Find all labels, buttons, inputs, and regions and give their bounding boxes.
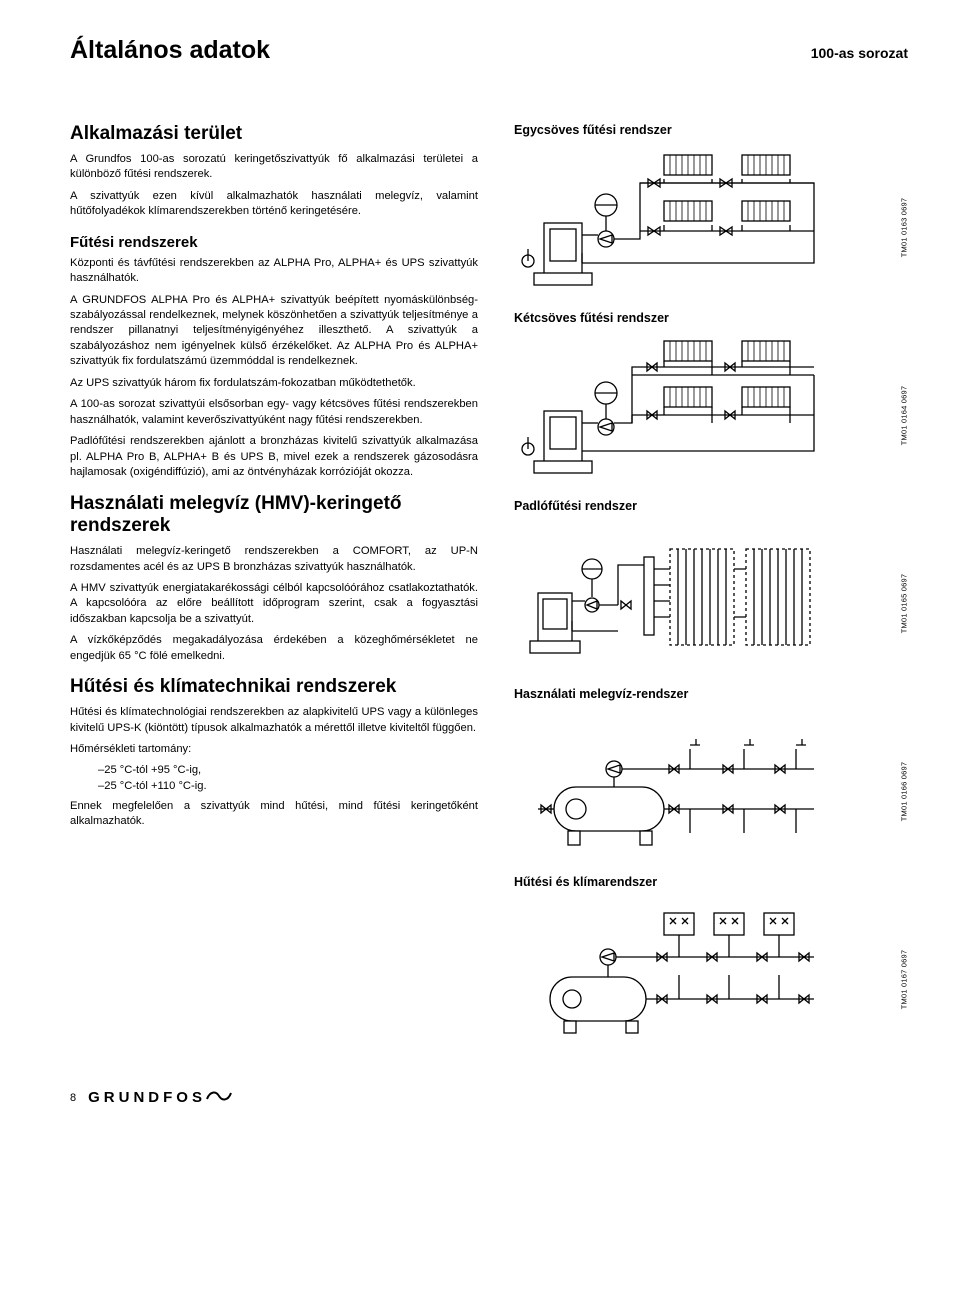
fig2-diagram: TM01 0164 0697 xyxy=(514,331,904,491)
li: –25 °C-tól +95 °C-ig, xyxy=(98,763,478,779)
fig5-title: Hűtési és klímarendszer xyxy=(514,875,904,889)
p: A HMV szivattyúk energiatakarékossági cé… xyxy=(70,581,478,627)
fig4-code: TM01 0166 0697 xyxy=(900,762,909,822)
brand-logo: GRUNDFOS xyxy=(88,1089,232,1107)
p: Használati melegvíz-keringető rendszerek… xyxy=(70,544,478,575)
right-column: Egycsöves fűtési rendszer xyxy=(514,123,904,1063)
fig3-diagram: TM01 0165 0697 xyxy=(514,519,904,679)
p: Központi és távfűtési rendszerekben az A… xyxy=(70,256,478,287)
li: –25 °C-tól +110 °C-ig. xyxy=(98,779,478,795)
fig1-diagram: TM01 0163 0697 xyxy=(514,143,904,303)
fig2-title: Kétcsöves fűtési rendszer xyxy=(514,311,904,325)
p: A Grundfos 100-as sorozatú keringetősziv… xyxy=(70,152,478,183)
brand-swirl-icon xyxy=(206,1089,232,1107)
sec-cooling-title: Hűtési és klímatechnikai rendszerek xyxy=(70,676,478,699)
fig5-diagram: TM01 0167 0697 xyxy=(514,895,904,1055)
p: Hűtési és klímatechnológiai rendszerekbe… xyxy=(70,705,478,736)
fig3-title: Padlófűtési rendszer xyxy=(514,499,904,513)
p: Ennek megfelelően a szivattyúk mind hűté… xyxy=(70,799,478,830)
left-column: Alkalmazási terület A Grundfos 100-as so… xyxy=(70,123,478,1063)
page-footer: 8 GRUNDFOS xyxy=(70,1089,908,1107)
brand-text: GRUNDFOS xyxy=(88,1089,206,1106)
fig5-code: TM01 0167 0697 xyxy=(900,950,909,1010)
series-label: 100-as sorozat xyxy=(811,45,908,61)
sec-heating-title: Fűtési rendszerek xyxy=(70,234,478,252)
sec-applications-title: Alkalmazási terület xyxy=(70,123,478,146)
p: Az UPS szivattyúk három fix fordulatszám… xyxy=(70,376,478,391)
p: A 100-as sorozat szivattyúi elsősorban e… xyxy=(70,397,478,428)
p: Hőmérsékleti tartomány: xyxy=(70,742,478,757)
fig4-title: Használati melegvíz-rendszer xyxy=(514,687,904,701)
fig1-code: TM01 0163 0697 xyxy=(900,198,909,258)
p: A GRUNDFOS ALPHA Pro és ALPHA+ szivattyú… xyxy=(70,293,478,370)
fig4-diagram: TM01 0166 0697 xyxy=(514,707,904,867)
fig3-code: TM01 0165 0697 xyxy=(900,574,909,634)
page-number: 8 xyxy=(70,1092,76,1104)
temp-range-list: –25 °C-tól +95 °C-ig, –25 °C-tól +110 °C… xyxy=(70,763,478,794)
fig1-title: Egycsöves fűtési rendszer xyxy=(514,123,904,137)
p: A szivattyúk ezen kívül alkalmazhatók ha… xyxy=(70,189,478,220)
p: Padlófűtési rendszerekben ajánlott a bro… xyxy=(70,434,478,480)
sec-hmv-title: Használati melegvíz (HMV)-keringető rend… xyxy=(70,493,478,539)
p: A vízkőképződés megakadályozása érdekébe… xyxy=(70,633,478,664)
fig2-code: TM01 0164 0697 xyxy=(900,386,909,446)
page-title: Általános adatok xyxy=(70,36,270,65)
